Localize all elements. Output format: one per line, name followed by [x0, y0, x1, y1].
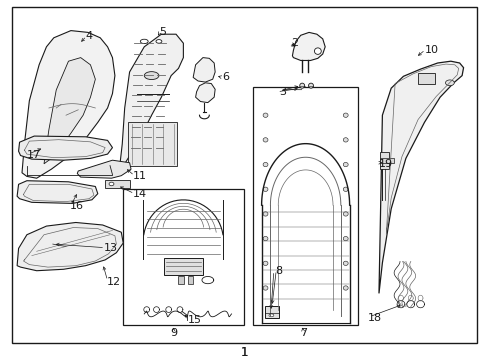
- Ellipse shape: [299, 83, 304, 88]
- Ellipse shape: [263, 261, 267, 265]
- Ellipse shape: [343, 286, 347, 290]
- Text: 9: 9: [170, 328, 177, 338]
- Text: 11: 11: [133, 171, 147, 181]
- Text: 16: 16: [69, 201, 83, 211]
- Ellipse shape: [263, 237, 267, 241]
- Text: 10: 10: [424, 45, 438, 55]
- Text: 2: 2: [290, 38, 298, 48]
- Polygon shape: [292, 32, 325, 60]
- Text: 8: 8: [274, 266, 282, 276]
- Polygon shape: [17, 181, 98, 203]
- Ellipse shape: [343, 138, 347, 142]
- Text: 6: 6: [222, 72, 229, 82]
- Text: 1: 1: [240, 346, 248, 359]
- Bar: [123, 189, 244, 325]
- Bar: [105, 180, 129, 188]
- Polygon shape: [44, 58, 95, 164]
- Text: 1: 1: [240, 346, 248, 359]
- Ellipse shape: [343, 187, 347, 192]
- Bar: [380, 158, 393, 163]
- Bar: [128, 122, 177, 166]
- Text: 3: 3: [278, 87, 285, 97]
- Bar: [253, 87, 358, 325]
- Polygon shape: [195, 83, 215, 103]
- Ellipse shape: [263, 162, 267, 167]
- Ellipse shape: [43, 241, 53, 247]
- Ellipse shape: [445, 80, 453, 86]
- Text: 18: 18: [367, 312, 381, 323]
- Polygon shape: [22, 31, 115, 178]
- Bar: [380, 152, 388, 169]
- Polygon shape: [19, 136, 112, 160]
- Text: 4: 4: [85, 31, 93, 41]
- Ellipse shape: [156, 40, 162, 43]
- Text: 14: 14: [133, 189, 147, 199]
- Text: 13: 13: [103, 243, 118, 253]
- Ellipse shape: [263, 212, 267, 216]
- Polygon shape: [378, 61, 463, 293]
- Ellipse shape: [263, 113, 267, 117]
- Ellipse shape: [343, 212, 347, 216]
- Bar: [188, 276, 193, 284]
- Ellipse shape: [308, 83, 313, 88]
- Ellipse shape: [140, 39, 148, 44]
- Polygon shape: [17, 222, 123, 271]
- Ellipse shape: [263, 286, 267, 290]
- Ellipse shape: [343, 261, 347, 265]
- Polygon shape: [77, 160, 131, 178]
- Ellipse shape: [263, 187, 267, 192]
- Ellipse shape: [268, 314, 273, 317]
- Ellipse shape: [343, 162, 347, 167]
- Bar: [163, 258, 203, 275]
- Ellipse shape: [343, 113, 347, 117]
- Text: 15: 15: [188, 315, 202, 325]
- Ellipse shape: [45, 243, 50, 246]
- Text: 17: 17: [27, 150, 41, 160]
- Text: 7: 7: [299, 328, 306, 338]
- Bar: [264, 306, 278, 318]
- Bar: [417, 73, 434, 84]
- Ellipse shape: [314, 48, 321, 54]
- Ellipse shape: [109, 182, 114, 186]
- Ellipse shape: [343, 237, 347, 241]
- Text: 12: 12: [106, 276, 121, 287]
- Text: 5: 5: [159, 27, 165, 37]
- Ellipse shape: [144, 72, 159, 80]
- Polygon shape: [193, 58, 215, 82]
- Text: 19: 19: [378, 159, 392, 169]
- Ellipse shape: [263, 138, 267, 142]
- Polygon shape: [120, 34, 183, 166]
- Bar: [178, 276, 184, 284]
